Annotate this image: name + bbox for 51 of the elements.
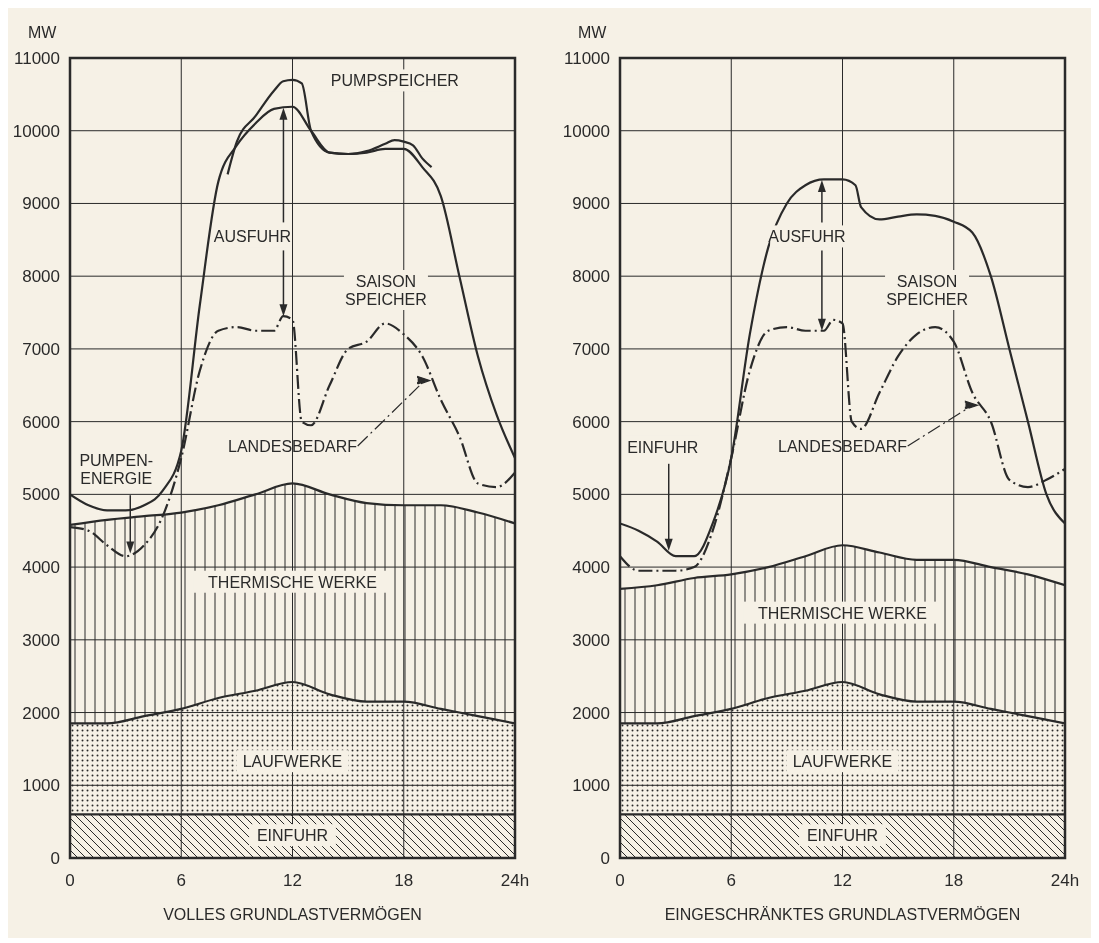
y-tick-label: 1000 — [22, 776, 60, 796]
y-tick-label: 0 — [600, 849, 610, 868]
y-tick-label: 3000 — [22, 630, 60, 650]
series-label: EINFUHR — [806, 827, 879, 845]
series-label: THERMISCHE WERKE — [758, 604, 927, 622]
series-label: EINFUHR — [256, 827, 329, 845]
series-label: THERMISCHE WERKE — [208, 573, 377, 591]
y-tick-label: 3000 — [572, 630, 610, 650]
y-axis-title: MW — [28, 24, 58, 41]
y-tick-label: 11000 — [13, 49, 60, 68]
annotation: AUSFUHR — [213, 228, 292, 246]
y-tick-label: 6000 — [572, 412, 610, 432]
y-tick-label: 0 — [50, 849, 60, 868]
y-tick-label: 9000 — [22, 194, 60, 214]
annotation: AUSFUHR — [768, 228, 846, 246]
y-tick-label: 7000 — [572, 339, 610, 359]
series-label: LAUFWERKE — [242, 753, 343, 771]
x-tick-label: 0 — [65, 871, 75, 890]
x-tick-label: 18 — [394, 871, 414, 890]
y-tick-label: 2000 — [22, 703, 60, 723]
series-label: LAUFWERKE — [792, 753, 893, 771]
annotation: PUMPSPEICHER — [330, 72, 459, 90]
x-tick-label: 18 — [944, 871, 964, 890]
y-tick-label: 2000 — [572, 703, 610, 723]
y-tick-label: 8000 — [22, 267, 60, 287]
annotation: PUMPEN-ENERGIE — [79, 452, 154, 488]
y-tick-label: 4000 — [572, 558, 610, 578]
y-tick-label: 1000 — [572, 776, 610, 796]
x-tick-label: 24h — [500, 871, 530, 890]
y-tick-label: 10000 — [562, 121, 610, 141]
y-tick-label: 5000 — [22, 485, 60, 505]
y-tick-label: 11000 — [563, 49, 610, 68]
y-axis-title: MW — [578, 24, 608, 41]
y-tick-label: 7000 — [22, 339, 60, 359]
x-tick-label: 12 — [833, 871, 852, 890]
x-tick-label: 6 — [726, 871, 736, 890]
x-axis-title: VOLLES GRUNDLASTVERMÖGEN — [163, 906, 422, 923]
x-tick-label: 0 — [615, 871, 625, 890]
annotation: EINFUHR — [627, 438, 699, 456]
y-tick-label: 10000 — [12, 121, 60, 141]
y-tick-label: 4000 — [22, 558, 60, 578]
annotation: SAISON SPEICHER — [886, 273, 968, 308]
x-tick-label: 24h — [1050, 871, 1080, 890]
y-tick-label: 5000 — [572, 485, 610, 505]
x-tick-label: 12 — [283, 871, 302, 890]
x-axis-title: EINGESCHRÄNKTES GRUNDLASTVERMÖGEN — [664, 906, 1021, 923]
x-tick-label: 6 — [176, 871, 186, 890]
annotation: SAISON SPEICHER — [345, 273, 427, 308]
y-tick-label: 9000 — [572, 194, 610, 214]
y-tick-label: 8000 — [572, 267, 610, 287]
y-tick-label: 6000 — [22, 412, 60, 432]
